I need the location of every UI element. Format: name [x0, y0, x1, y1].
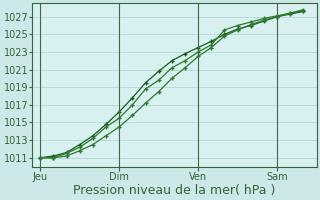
X-axis label: Pression niveau de la mer( hPa ): Pression niveau de la mer( hPa ): [73, 184, 276, 197]
